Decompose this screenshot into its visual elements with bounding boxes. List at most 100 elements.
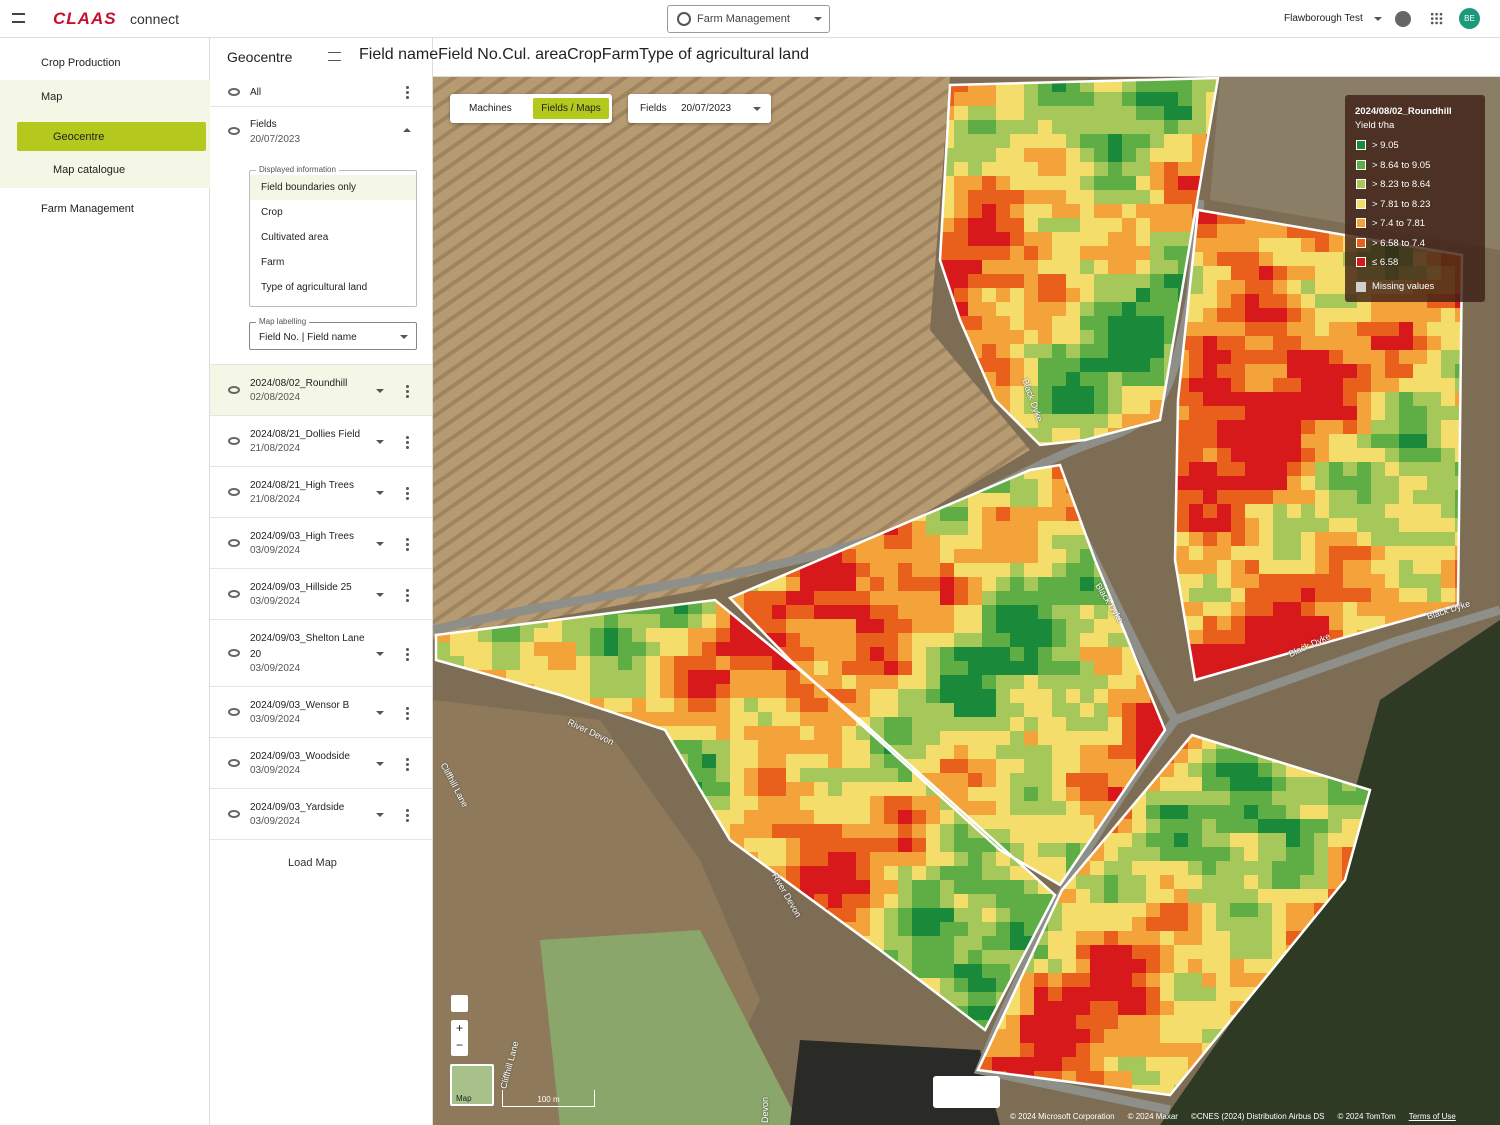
option[interactable]: Field boundaries only xyxy=(250,175,416,200)
locate-button[interactable] xyxy=(451,995,468,1012)
expand-button[interactable] xyxy=(376,490,384,495)
layer-row[interactable]: 2024/09/03_Woodside 03/09/2024 xyxy=(210,738,432,789)
visibility-toggle[interactable] xyxy=(228,809,240,818)
brand-logo[interactable]: CLAAS xyxy=(53,9,117,28)
fields-select[interactable]: Fields 20/07/2023 xyxy=(628,94,771,123)
yield-cell xyxy=(1052,479,1066,493)
collapse-button[interactable] xyxy=(403,128,411,132)
map[interactable] xyxy=(433,77,1500,1125)
load-map-button[interactable]: Load Map xyxy=(288,857,337,869)
visibility-toggle[interactable] xyxy=(228,88,240,96)
more-button[interactable] xyxy=(406,762,409,766)
tab[interactable]: Machines xyxy=(469,103,512,114)
yield-cell xyxy=(1038,372,1052,386)
filter-chip[interactable]: Type of agricultural land xyxy=(639,46,809,63)
map-type-buttons[interactable] xyxy=(933,1076,1000,1108)
more-button[interactable] xyxy=(406,491,409,495)
yield-cell xyxy=(870,824,884,838)
map-labelling-select[interactable]: Map labelling Field No. | Field name xyxy=(249,317,417,350)
option[interactable]: Farm xyxy=(261,257,285,268)
yield-cell xyxy=(1315,378,1329,392)
yield-cell xyxy=(996,288,1010,302)
filter-chip[interactable]: Crop xyxy=(567,46,602,63)
layer-row[interactable]: 2024/09/03_High Trees 03/09/2024 xyxy=(210,518,432,569)
expand-button[interactable] xyxy=(376,651,384,656)
layer-row[interactable]: 2024/08/21_Dollies Field 21/08/2024 xyxy=(210,416,432,467)
visibility-toggle[interactable] xyxy=(228,589,240,598)
more-button[interactable] xyxy=(406,652,409,656)
expand-button[interactable] xyxy=(376,388,384,393)
expand-button[interactable] xyxy=(376,592,384,597)
more-button[interactable] xyxy=(406,593,409,597)
filter-button[interactable] xyxy=(328,52,341,61)
account-name[interactable]: Flawborough Test xyxy=(1284,13,1363,24)
menu-toggle[interactable] xyxy=(12,13,25,23)
yield-cell xyxy=(1136,288,1150,302)
expand-button[interactable] xyxy=(376,439,384,444)
module-select[interactable]: Farm Management xyxy=(667,5,830,33)
terms-link[interactable]: Terms of Use xyxy=(1408,1112,1456,1121)
visibility-toggle[interactable] xyxy=(228,436,240,445)
nav-item[interactable]: Map catalogue xyxy=(0,153,210,187)
yield-cell xyxy=(1052,274,1066,288)
nav-item[interactable]: Map xyxy=(0,80,210,114)
tab-active[interactable]: Fields / Maps xyxy=(533,98,609,119)
layer-row[interactable]: 2024/09/03_Shelton Lane 20 03/09/2024 xyxy=(210,620,432,687)
filter-chip[interactable]: Cul. area xyxy=(502,46,568,63)
visibility-toggle[interactable] xyxy=(228,538,240,547)
layer-row[interactable]: 2024/08/02_Roundhill 02/08/2024 xyxy=(210,365,432,416)
yield-cell xyxy=(1259,462,1273,476)
filter-chip[interactable]: Field name xyxy=(359,46,439,63)
nav-item[interactable]: Farm Management xyxy=(0,192,210,226)
yield-cell xyxy=(1314,833,1328,847)
yield-cell xyxy=(1090,1015,1104,1029)
yield-cell xyxy=(1094,106,1108,120)
filter-chip[interactable]: Field No. xyxy=(438,46,503,63)
more-button[interactable] xyxy=(406,542,409,546)
yield-cell xyxy=(1258,833,1272,847)
nav-item-active[interactable]: Geocentre xyxy=(17,122,206,151)
option[interactable]: Type of agricultural land xyxy=(261,282,368,293)
apps-button[interactable] xyxy=(1430,12,1443,25)
visibility-toggle[interactable] xyxy=(228,707,240,716)
visibility-toggle[interactable] xyxy=(228,648,240,657)
layer-row[interactable]: 2024/09/03_Yardside 03/09/2024 xyxy=(210,789,432,840)
visibility-toggle[interactable] xyxy=(228,487,240,496)
yield-cell xyxy=(1427,406,1441,420)
mini-map[interactable]: Map xyxy=(450,1064,494,1106)
yield-cell xyxy=(1230,903,1244,917)
layer-all[interactable]: All xyxy=(210,78,432,107)
avatar[interactable]: BE xyxy=(1459,8,1480,29)
more-button[interactable] xyxy=(406,91,409,94)
more-button[interactable] xyxy=(406,389,409,393)
more-button[interactable] xyxy=(406,440,409,444)
option[interactable]: Cultivated area xyxy=(261,232,329,243)
filter-bar: Field nameField No.Cul. areaCropFarmType… xyxy=(359,38,1500,77)
yield-cell xyxy=(1217,518,1231,532)
more-button[interactable] xyxy=(406,711,409,715)
filter-chip[interactable]: Farm xyxy=(601,46,640,63)
nav-item[interactable]: Crop Production xyxy=(0,46,210,80)
yield-cell xyxy=(1413,560,1427,574)
visibility-toggle[interactable] xyxy=(228,127,240,135)
expand-button[interactable] xyxy=(376,710,384,715)
yield-cell xyxy=(1038,302,1052,316)
expand-button[interactable] xyxy=(376,812,384,817)
yield-cell xyxy=(1108,232,1122,246)
help-button[interactable] xyxy=(1395,11,1411,27)
load-map-label[interactable]: Load Map xyxy=(288,857,337,869)
layer-row[interactable]: 2024/08/21_High Trees 21/08/2024 xyxy=(210,467,432,518)
yield-cell xyxy=(1441,322,1455,336)
expand-button[interactable] xyxy=(376,541,384,546)
yield-cell xyxy=(1286,889,1300,903)
visibility-toggle[interactable] xyxy=(228,385,240,394)
zoom-controls[interactable]: + − xyxy=(451,1020,468,1056)
expand-button[interactable] xyxy=(376,761,384,766)
visibility-toggle[interactable] xyxy=(228,758,240,767)
yield-cell xyxy=(1217,252,1231,266)
option[interactable]: Crop xyxy=(261,207,283,218)
more-button[interactable] xyxy=(406,813,409,817)
yield-cell xyxy=(1202,749,1216,763)
layer-row[interactable]: 2024/09/03_Wensor B 03/09/2024 xyxy=(210,687,432,738)
layer-row[interactable]: 2024/09/03_Hillside 25 03/09/2024 xyxy=(210,569,432,620)
